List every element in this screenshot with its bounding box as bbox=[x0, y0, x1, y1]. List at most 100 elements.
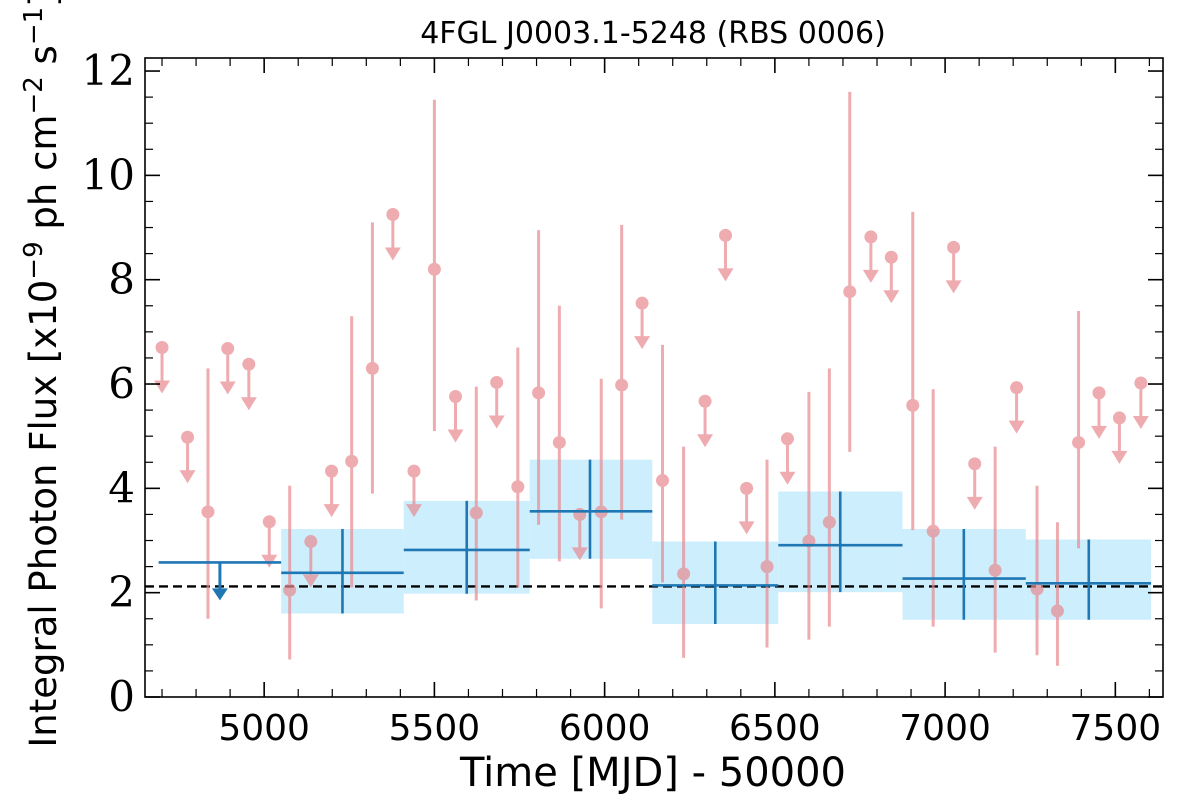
y-label-close: ] bbox=[22, 0, 65, 7]
short-bin-ul-46-head bbox=[1111, 450, 1128, 464]
y-tick-label: 12 bbox=[82, 46, 135, 95]
short-bin-ul-14-head bbox=[447, 429, 464, 443]
short-bin-point-44 bbox=[1072, 435, 1086, 449]
short-bin-point-37 bbox=[926, 524, 940, 538]
x-tick-label: 5500 bbox=[389, 708, 481, 749]
short-bin-point-12 bbox=[407, 464, 421, 478]
short-bin-point-9 bbox=[345, 454, 359, 468]
short-bin-ul-4-head bbox=[240, 397, 257, 411]
y-label-end: s bbox=[22, 45, 65, 76]
short-bin-point-28 bbox=[740, 481, 754, 495]
short-bin-ul-30-head bbox=[779, 471, 796, 485]
short-bin-ul-27-head bbox=[717, 268, 734, 282]
plot-area bbox=[145, 91, 1163, 666]
short-bin-point-16 bbox=[490, 375, 504, 389]
short-bin-point-34 bbox=[864, 230, 878, 244]
short-bin-point-7 bbox=[304, 535, 318, 549]
short-bin-point-8 bbox=[325, 464, 339, 478]
y-tick-label: 2 bbox=[108, 568, 135, 617]
y-label-exp-1: −9 bbox=[19, 241, 49, 279]
axes-frame bbox=[144, 57, 1164, 698]
short-bin-point-20 bbox=[573, 507, 587, 521]
short-bin-ul-47-head bbox=[1132, 415, 1149, 429]
short-bin-ul-3-head bbox=[219, 381, 236, 395]
short-bin-ul-11-head bbox=[384, 247, 401, 261]
y-tick-label: 4 bbox=[108, 463, 135, 512]
short-bin-ul-28-head bbox=[738, 521, 755, 535]
short-bin-point-6 bbox=[283, 583, 297, 597]
short-bin-ul-38-head bbox=[945, 280, 962, 294]
short-bin-ul-45-head bbox=[1090, 425, 1107, 439]
y-axis-label: Integral Photon Flux [x10−9 ph cm−2 s−1] bbox=[19, 0, 65, 748]
axes: 5000 5500 6000 6500 7000 7500 0 2 4 6 8 10 12 bbox=[82, 46, 1164, 749]
short-bin-point-2 bbox=[201, 505, 215, 519]
x-tick-label: 7000 bbox=[899, 708, 991, 749]
short-bin-point-14 bbox=[449, 390, 463, 404]
short-bin-ul-35-head bbox=[883, 290, 900, 304]
short-bin-point-35 bbox=[884, 250, 898, 264]
short-bin-point-43 bbox=[1050, 604, 1064, 618]
short-bin-point-27 bbox=[718, 228, 732, 242]
short-bin-point-19 bbox=[552, 435, 566, 449]
x-tick-label: 7500 bbox=[1070, 708, 1162, 749]
short-bin-point-22 bbox=[615, 378, 629, 392]
short-bin-ul-41-head bbox=[1008, 420, 1025, 434]
y-tick-label: 10 bbox=[82, 150, 135, 199]
short-bin-point-30 bbox=[780, 432, 794, 446]
short-bin-point-4 bbox=[242, 357, 256, 371]
y-tick-label: 0 bbox=[108, 672, 135, 721]
short-bin-ul-20-head bbox=[571, 547, 588, 561]
short-bin-ul-7-head bbox=[302, 574, 319, 588]
y-tick-label: 6 bbox=[108, 359, 135, 408]
short-bin-ul-1-head bbox=[179, 470, 196, 484]
x-tick-label: 6500 bbox=[729, 708, 821, 749]
short-bin-ul-39-head bbox=[966, 496, 983, 510]
short-bin-point-39 bbox=[968, 457, 982, 471]
short-bin-ul-8-head bbox=[323, 504, 340, 518]
short-bin-point-29 bbox=[760, 560, 774, 574]
short-bin-point-41 bbox=[1010, 381, 1024, 395]
y-label-main: Integral Photon Flux [x10 bbox=[22, 280, 65, 748]
x-tick-label: 6000 bbox=[559, 708, 651, 749]
y-label-mid: ph cm bbox=[22, 115, 65, 242]
short-bin-series bbox=[154, 91, 1149, 666]
short-bin-ul-12-head bbox=[405, 504, 422, 518]
short-bin-point-24 bbox=[656, 474, 670, 488]
short-bin-point-38 bbox=[947, 240, 961, 254]
short-bin-point-11 bbox=[386, 207, 400, 221]
short-bin-point-45 bbox=[1092, 386, 1106, 400]
short-bin-point-13 bbox=[427, 262, 441, 276]
short-bin-point-42 bbox=[1030, 582, 1044, 596]
short-bin-point-33 bbox=[843, 285, 857, 299]
short-bin-point-46 bbox=[1112, 411, 1126, 425]
short-bin-ul-26-head bbox=[697, 434, 714, 448]
short-bin-point-18 bbox=[532, 386, 546, 400]
short-bin-point-40 bbox=[988, 563, 1002, 577]
x-tick-label: 5000 bbox=[218, 708, 310, 749]
short-bin-point-17 bbox=[511, 480, 525, 494]
short-bin-ul-23-head bbox=[634, 336, 651, 350]
short-bin-point-32 bbox=[822, 515, 836, 529]
short-bin-ul-16-head bbox=[488, 415, 505, 429]
long-bin-series bbox=[158, 459, 1152, 624]
short-bin-point-5 bbox=[262, 515, 276, 529]
short-bin-point-3 bbox=[221, 342, 235, 356]
short-bin-point-36 bbox=[906, 398, 920, 412]
chart-title: 4FGL J0003.1-5248 (RBS 0006) bbox=[420, 16, 886, 51]
y-label-exp-2: −2 bbox=[19, 76, 49, 114]
short-bin-point-26 bbox=[698, 394, 712, 408]
short-bin-point-10 bbox=[365, 361, 379, 375]
short-bin-point-15 bbox=[469, 506, 483, 520]
x-axis-label: Time [MJD] - 50000 bbox=[459, 750, 846, 796]
short-bin-point-0 bbox=[155, 341, 169, 355]
y-label-exp-3: −1 bbox=[19, 7, 49, 45]
short-bin-point-1 bbox=[181, 430, 195, 444]
short-bin-point-23 bbox=[635, 296, 649, 310]
short-bin-point-47 bbox=[1134, 376, 1148, 390]
long-bin-ul-0-head bbox=[211, 588, 228, 601]
short-bin-ul-0-head bbox=[154, 380, 171, 394]
short-bin-ul-34-head bbox=[862, 269, 879, 283]
y-tick-label: 8 bbox=[108, 255, 135, 304]
short-bin-point-25 bbox=[677, 567, 691, 581]
